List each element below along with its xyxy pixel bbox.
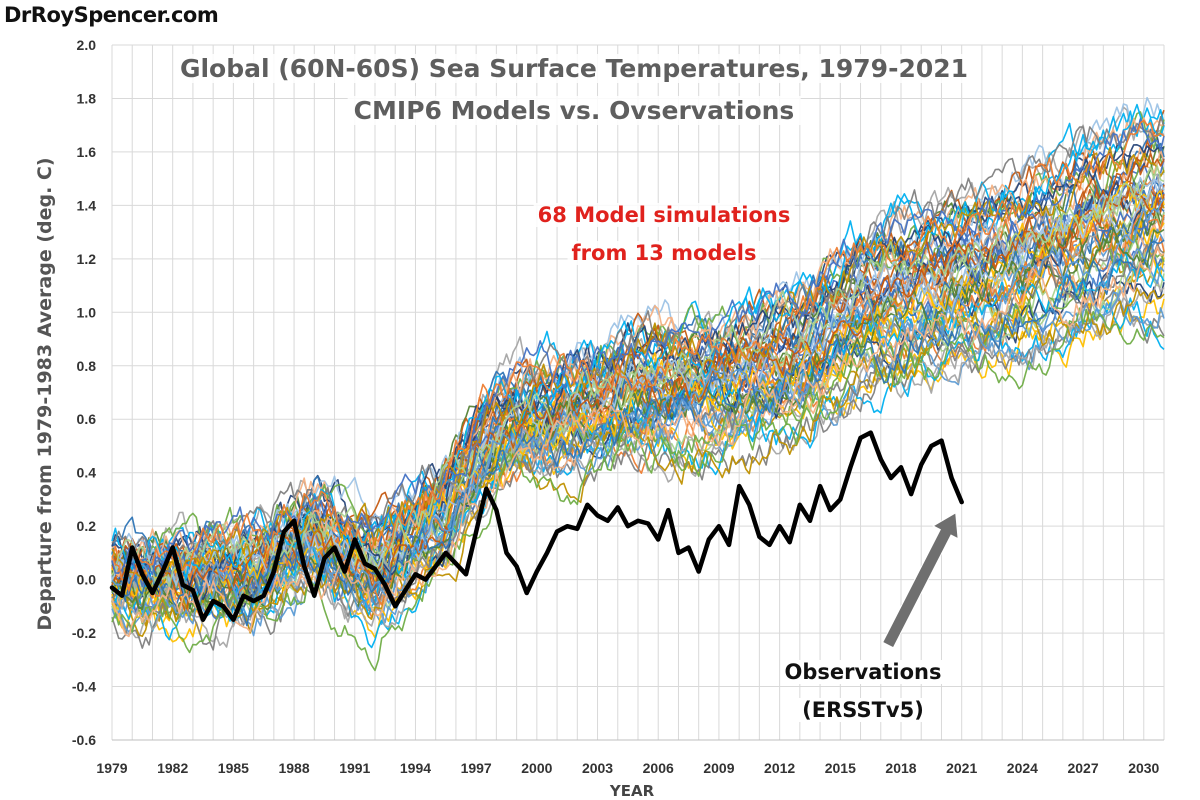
x-tick-label: 2021 — [946, 760, 977, 776]
y-tick-label: 2.0 — [77, 37, 97, 53]
model-simulation-line — [111, 198, 1165, 625]
y-tick-label: -0.2 — [72, 625, 96, 641]
x-axis-label: YEAR — [609, 782, 655, 800]
site-watermark: DrRoySpencer.com — [4, 3, 219, 27]
model-simulation-line — [111, 118, 1165, 576]
observations-label: Observations — [780, 660, 946, 684]
x-tick-label: 2030 — [1128, 760, 1159, 776]
y-tick-label: 1.2 — [77, 251, 97, 267]
grid — [111, 44, 1165, 741]
x-tick-label: 2006 — [643, 760, 674, 776]
observations-series — [109, 430, 964, 622]
y-tick-label: 0.0 — [77, 572, 97, 588]
observations-source-label: (ERSSTv5) — [798, 698, 928, 722]
arrow-icon — [882, 511, 959, 649]
model-simulation-line — [111, 245, 1165, 638]
x-tick-label: 1988 — [278, 760, 309, 776]
model-simulation-line — [111, 185, 1165, 615]
x-tick-label: 1979 — [96, 760, 127, 776]
observations-line — [109, 430, 964, 622]
observations-arrow — [882, 511, 959, 649]
x-tick-label: 2009 — [703, 760, 734, 776]
model-simulation-line — [111, 291, 1165, 637]
x-tick-label: 1985 — [218, 760, 249, 776]
x-tick-label: 2003 — [582, 760, 613, 776]
x-tick-label: 2000 — [521, 760, 552, 776]
model-simulations — [111, 96, 1165, 672]
x-tick-label: 2012 — [764, 760, 795, 776]
x-tick-label: 2018 — [885, 760, 916, 776]
model-simulation-line — [111, 239, 1165, 627]
model-simulation-line — [111, 96, 1165, 583]
y-tick-label: 1.8 — [77, 90, 97, 106]
x-tick-label: 2015 — [825, 760, 856, 776]
y-tick-label: -0.4 — [72, 679, 96, 695]
x-tick-label: 1994 — [400, 760, 431, 776]
model-count-annotation: 68 Model simulations — [533, 203, 795, 227]
model-source-annotation: from 13 models — [567, 241, 761, 265]
y-tick-label: 0.6 — [77, 411, 97, 427]
x-tick-label: 2024 — [1007, 760, 1038, 776]
x-tick-label: 2027 — [1067, 760, 1098, 776]
model-simulation-line — [111, 178, 1165, 587]
y-axis-label: Departure from 1979-1983 Average (deg. C… — [34, 157, 56, 630]
y-tick-label: 0.8 — [77, 358, 97, 374]
x-axis-ticks: 1979 1982 1985 1988 1991 1994 1997 2000 2003 2006… — [96, 760, 1159, 776]
model-simulation-line — [111, 180, 1165, 599]
x-tick-label: 1997 — [461, 760, 492, 776]
y-tick-label: 1.6 — [77, 144, 97, 160]
y-tick-label: 0.4 — [77, 465, 97, 481]
x-tick-label: 1991 — [339, 760, 370, 776]
x-tick-label: 1982 — [157, 760, 188, 776]
chart-title: Global (60N-60S) Sea Surface Temperature… — [173, 54, 975, 83]
model-simulation-line — [111, 209, 1165, 606]
model-simulation-line — [111, 116, 1165, 574]
y-tick-label: 1.0 — [77, 304, 97, 320]
model-simulation-line — [111, 165, 1165, 588]
model-simulation-line — [111, 119, 1165, 592]
y-tick-label: -0.6 — [72, 732, 96, 748]
y-tick-label: 0.2 — [77, 518, 97, 534]
y-axis-ticks: 2.0 1.8 1.6 1.4 1.2 1.0 0.8 0.6 0.4 0.2 0.0 -0.2 -0.… — [72, 37, 96, 748]
chart-subtitle: CMIP6 Models vs. Ovservations — [347, 96, 801, 125]
y-tick-label: 1.4 — [77, 197, 97, 213]
